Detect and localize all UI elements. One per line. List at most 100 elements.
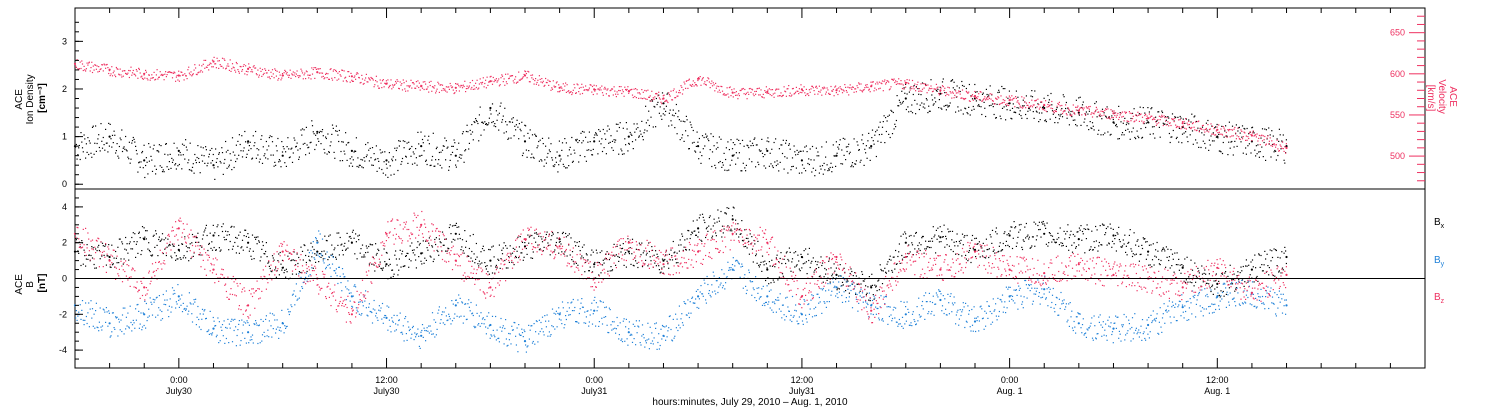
data-point: [765, 167, 767, 169]
data-point: [1275, 249, 1277, 252]
data-point: [284, 69, 286, 71]
data-point: [1176, 125, 1178, 127]
data-point: [1183, 280, 1185, 282]
data-point: [568, 233, 570, 235]
data-point: [751, 161, 753, 163]
data-point: [255, 67, 257, 69]
data-point: [809, 148, 811, 150]
data-point: [757, 240, 759, 242]
data-point: [278, 159, 280, 161]
data-point: [1126, 120, 1128, 122]
data-point: [561, 251, 563, 253]
data-point: [620, 86, 622, 88]
data-point: [146, 161, 148, 163]
data-point: [890, 259, 892, 261]
data-point: [771, 265, 774, 267]
data-point: [566, 255, 568, 257]
data-point: [435, 148, 437, 150]
data-point: [676, 252, 678, 254]
data-point: [1085, 114, 1087, 116]
data-point: [983, 250, 985, 252]
data-point: [1178, 126, 1180, 128]
data-point: [708, 216, 710, 219]
data-point: [452, 89, 454, 91]
data-point: [798, 260, 800, 262]
data-point: [1246, 265, 1248, 267]
data-point: [154, 165, 156, 167]
data-point: [361, 256, 363, 258]
data-point: [677, 262, 679, 264]
data-point: [168, 168, 170, 170]
data-point: [371, 164, 373, 166]
data-point: [731, 89, 733, 91]
data-point: [1084, 118, 1086, 120]
data-point: [921, 235, 924, 238]
data-point: [1025, 107, 1027, 109]
data-point: [630, 133, 632, 135]
data-point: [526, 77, 528, 79]
data-point: [889, 136, 891, 139]
data-point: [140, 76, 142, 78]
data-point: [192, 73, 194, 75]
data-point: [628, 143, 630, 145]
data-point: [885, 271, 887, 273]
data-point: [269, 78, 271, 80]
data-point: [725, 94, 727, 96]
data-point: [345, 76, 347, 78]
data-point: [761, 152, 764, 154]
data-point: [949, 91, 951, 93]
data-point: [1155, 249, 1157, 251]
data-point: [840, 163, 842, 165]
data-point: [852, 275, 854, 277]
data-point: [245, 235, 247, 238]
data-point: [1051, 110, 1054, 112]
data-point: [1029, 247, 1031, 249]
data-point: [1221, 152, 1224, 155]
data-point: [647, 119, 649, 121]
data-point: [980, 106, 982, 108]
data-point: [717, 209, 719, 211]
data-point: [742, 87, 744, 90]
data-point: [365, 143, 367, 146]
data-point: [1230, 141, 1232, 143]
data-point: [336, 79, 338, 81]
data-point: [458, 85, 460, 87]
data-point: [116, 316, 118, 318]
data-point: [247, 140, 250, 143]
data-point: [1100, 134, 1102, 136]
data-point: [724, 212, 726, 214]
data-point: [94, 267, 96, 269]
data-point: [1175, 264, 1177, 266]
data-point: [341, 160, 344, 162]
data-point: [624, 138, 626, 140]
data-point: [493, 125, 495, 127]
data-point: [916, 84, 918, 86]
data-point: [273, 77, 275, 79]
data-point: [587, 259, 589, 261]
data-point: [1109, 134, 1111, 136]
data-point: [664, 114, 666, 116]
data-point: [618, 153, 620, 155]
data-point: [525, 247, 527, 250]
data-point: [1185, 281, 1187, 283]
data-point: [504, 259, 506, 262]
data-point: [805, 94, 807, 97]
data-point: [176, 258, 178, 260]
data-point: [1185, 279, 1187, 281]
data-point: [1144, 112, 1146, 114]
data-point: [641, 266, 644, 268]
data-point: [175, 76, 177, 78]
data-point: [801, 172, 803, 174]
data-point: [746, 247, 748, 249]
data-point: [1168, 122, 1170, 124]
data-point: [1139, 114, 1141, 116]
data-point: [390, 174, 392, 176]
data-point: [747, 91, 749, 93]
data-point: [617, 255, 619, 258]
data-point: [239, 143, 241, 146]
data-point: [766, 90, 769, 93]
data-point: [919, 249, 921, 252]
data-point: [946, 104, 948, 106]
data-point: [1140, 113, 1142, 115]
data-point: [1062, 111, 1064, 113]
